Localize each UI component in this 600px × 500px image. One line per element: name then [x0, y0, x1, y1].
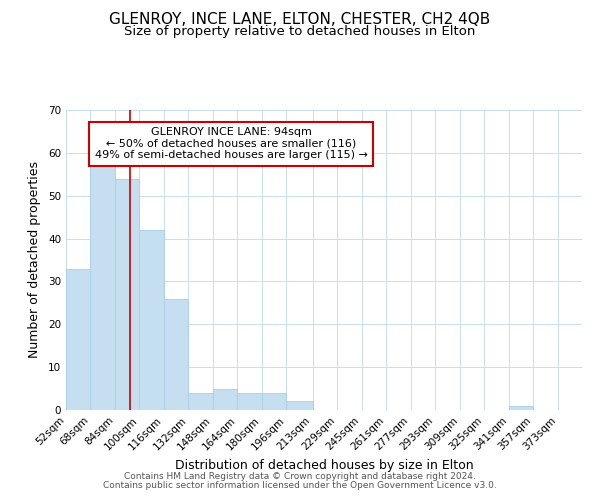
Bar	[509, 406, 533, 410]
Text: Contains public sector information licensed under the Open Government Licence v3: Contains public sector information licen…	[103, 481, 497, 490]
Text: Size of property relative to detached houses in Elton: Size of property relative to detached ho…	[124, 25, 476, 38]
Bar	[139, 230, 164, 410]
Text: GLENROY, INCE LANE, ELTON, CHESTER, CH2 4QB: GLENROY, INCE LANE, ELTON, CHESTER, CH2 …	[109, 12, 491, 28]
Bar	[213, 388, 238, 410]
Bar	[66, 268, 91, 410]
X-axis label: Distribution of detached houses by size in Elton: Distribution of detached houses by size …	[175, 458, 473, 471]
Bar	[262, 393, 286, 410]
Bar	[238, 393, 262, 410]
Bar	[164, 298, 188, 410]
Y-axis label: Number of detached properties: Number of detached properties	[28, 162, 41, 358]
Bar	[286, 402, 313, 410]
Text: GLENROY INCE LANE: 94sqm
← 50% of detached houses are smaller (116)
49% of semi-: GLENROY INCE LANE: 94sqm ← 50% of detach…	[95, 127, 368, 160]
Text: Contains HM Land Registry data © Crown copyright and database right 2024.: Contains HM Land Registry data © Crown c…	[124, 472, 476, 481]
Bar	[188, 393, 213, 410]
Bar	[91, 162, 115, 410]
Bar	[115, 178, 139, 410]
